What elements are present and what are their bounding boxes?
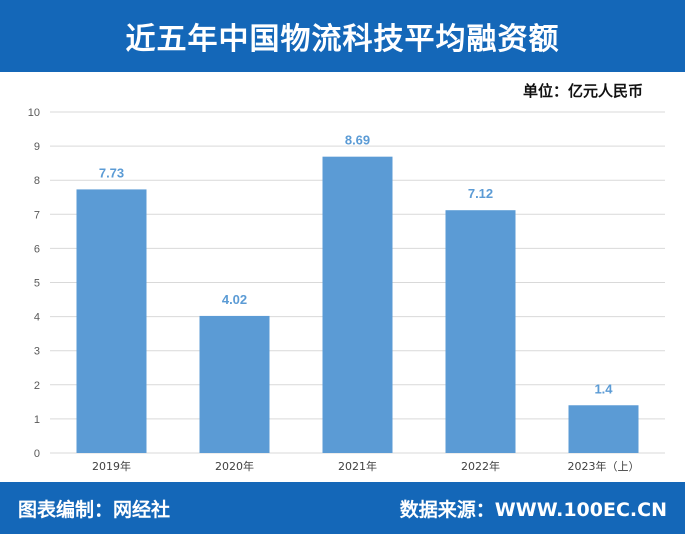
y-tick-label: 4	[34, 312, 40, 324]
unit-label: 单位：亿元人民币	[522, 82, 643, 100]
data-label: 1.4	[594, 381, 613, 396]
data-label: 7.73	[99, 165, 124, 180]
bar-chart: 0 1 2 3 4 5 6 7 8 9 10 7.73 2019年 4.02 2020年 8.69 2021年 7…	[28, 107, 665, 473]
data-label: 4.02	[222, 292, 247, 307]
header-banner: 近五年中国物流科技平均融资额	[0, 0, 685, 72]
bar	[199, 315, 270, 453]
x-tick-label: 2022年	[461, 459, 500, 473]
x-tick-label: 2019年	[92, 459, 131, 473]
bar	[568, 405, 639, 453]
footer-source: 数据来源：WWW.100EC.CN	[399, 498, 667, 521]
y-tick-label: 2	[34, 380, 40, 392]
bar	[76, 189, 147, 454]
bar	[445, 210, 516, 453]
y-tick-label: 10	[28, 107, 40, 119]
chart-title: 近五年中国物流科技平均融资额	[125, 22, 560, 57]
x-tick-label: 2020年	[215, 459, 254, 473]
y-tick-label: 7	[34, 209, 40, 221]
x-tick-label: 2021年	[338, 459, 377, 473]
y-tick-label: 5	[34, 278, 40, 290]
x-tick-label: 2023年（上）	[568, 459, 640, 473]
bar	[322, 156, 393, 453]
data-label: 8.69	[345, 133, 370, 148]
footer-banner: 图表编制：网经社 数据来源：WWW.100EC.CN	[0, 482, 685, 534]
data-label: 7.12	[468, 186, 493, 201]
y-tick-label: 0	[34, 448, 40, 460]
y-tick-label: 6	[34, 243, 40, 255]
footer-editor: 图表编制：网经社	[18, 498, 171, 521]
y-tick-label: 9	[34, 141, 40, 153]
y-tick-label: 8	[34, 175, 40, 187]
y-tick-label: 3	[34, 346, 40, 358]
y-tick-label: 1	[34, 414, 40, 426]
